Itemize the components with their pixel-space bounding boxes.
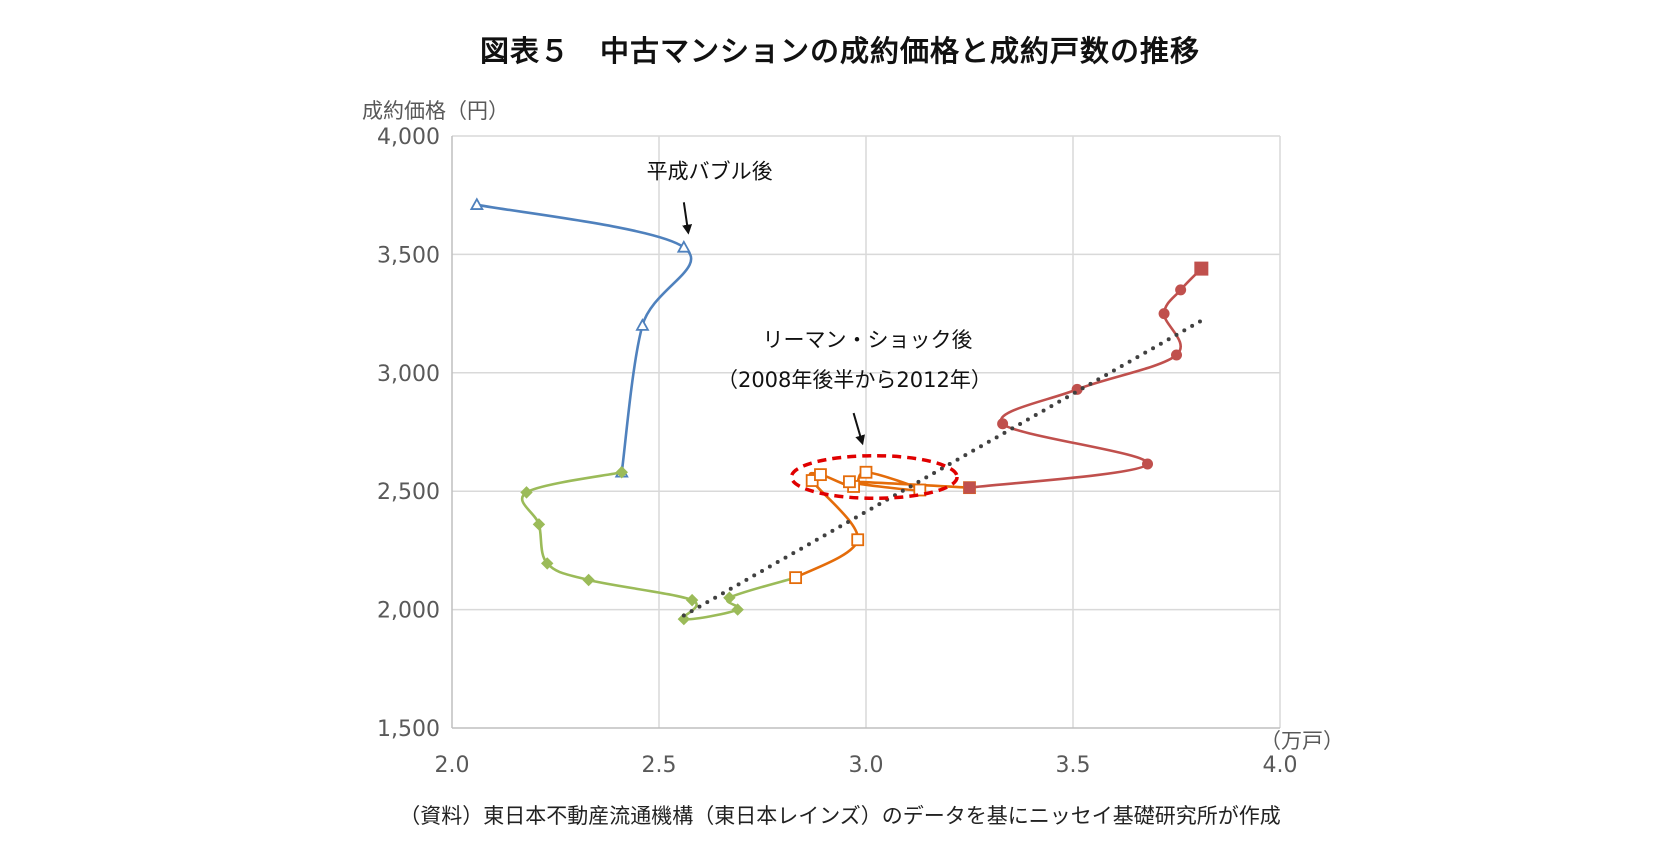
data-point [851, 533, 865, 547]
data-point [541, 557, 554, 570]
y-tick-label: 1,500 [377, 717, 440, 742]
series-3 [789, 465, 976, 585]
trend-line [681, 316, 1208, 618]
data-point [615, 466, 628, 479]
data-point [635, 318, 650, 331]
series-line [520, 470, 796, 621]
y-tick-label: 2,000 [377, 599, 440, 624]
data-point [913, 483, 927, 497]
annotation-arrow [682, 202, 693, 235]
series-2 [520, 466, 802, 626]
series-line [476, 203, 693, 473]
data-point [676, 239, 691, 253]
data-point [859, 465, 873, 479]
series-1 [469, 197, 693, 478]
y-tick-label: 3,000 [377, 362, 440, 387]
data-point [731, 603, 744, 616]
x-axis-label: （万戸） [1260, 729, 1344, 753]
annotation-text: 平成バブル後 [647, 160, 773, 184]
series-4 [963, 261, 1209, 494]
data-point [685, 593, 699, 607]
data-point [677, 612, 691, 626]
data-point [1175, 284, 1187, 296]
data-point [997, 418, 1009, 430]
annotation-arrow [852, 412, 865, 446]
data-point [469, 197, 484, 210]
annotation-text: リーマン・ショック後 [763, 328, 973, 352]
y-tick-label: 2,500 [377, 480, 440, 505]
data-point [532, 518, 546, 531]
y-tick-label: 4,000 [377, 125, 440, 150]
series-5 [681, 316, 1208, 618]
x-tick-label: 3.5 [1056, 753, 1091, 778]
y-tick-labels: 1,500 2,000 2,500 3,000 3,500 4,000 [377, 125, 440, 742]
data-point [843, 475, 856, 489]
data-point [520, 486, 533, 499]
x-tick-label: 2.5 [642, 753, 677, 778]
data-point [1142, 458, 1154, 470]
data-point [1171, 349, 1182, 361]
series-line [969, 267, 1203, 489]
data-point [963, 481, 976, 494]
series-group [469, 197, 1209, 626]
data-point [1194, 261, 1209, 276]
data-point [814, 468, 827, 482]
x-tick-label: 2.0 [435, 753, 470, 778]
y-tick-label: 3,500 [377, 243, 440, 268]
data-point [723, 591, 736, 604]
axes [451, 136, 1280, 729]
highlight-ellipse [789, 453, 959, 501]
x-tick-label: 3.0 [849, 753, 884, 778]
x-tick-label: 4.0 [1263, 753, 1298, 778]
chart-title: 図表５ 中古マンションの成約価格と成約戸数の推移 [479, 34, 1200, 68]
data-point [582, 573, 595, 587]
source-note: （資料）東日本不動産流通機構（東日本レインズ）のデータを基にニッセイ基礎研究所が… [399, 804, 1281, 828]
annotation-text: （2008年後半から2012年） [717, 368, 992, 392]
data-point [1158, 308, 1170, 320]
x-tick-labels: 2.0 2.5 3.0 3.5 4.0 [435, 753, 1298, 778]
gridlines [452, 135, 1281, 728]
y-axis-label: 成約価格（円） [362, 99, 509, 123]
data-point [789, 571, 803, 585]
